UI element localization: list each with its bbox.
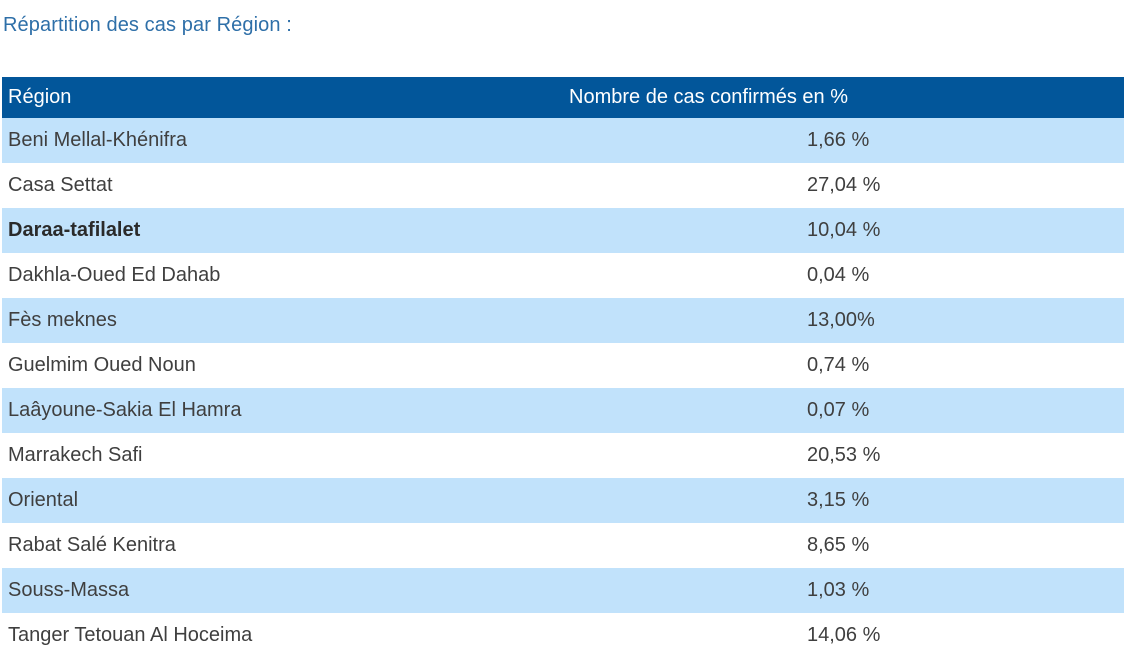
table-row: Beni Mellal-Khénifra 1,66 % <box>2 118 1124 163</box>
percentage-cell: 13,00% <box>807 309 875 331</box>
region-name-cell: Souss-Massa <box>8 579 130 601</box>
cases-by-region-table: Région Nombre de cas confirmés en % Beni… <box>2 77 1124 658</box>
percentage-cell: 0,07 % <box>807 399 870 421</box>
region-name-cell: Beni Mellal-Khénifra <box>8 129 187 151</box>
region-name-cell: Casa Settat <box>8 174 113 196</box>
percentage-cell: 27,04 % <box>807 174 881 196</box>
table-row: Dakhla-Oued Ed Dahab 0,04 % <box>2 253 1124 298</box>
percentage-cell: 1,03 % <box>807 579 870 601</box>
table-row: Casa Settat 27,04 % <box>2 163 1124 208</box>
region-name-cell: Oriental <box>8 489 79 511</box>
percentage-cell: 8,65 % <box>807 534 870 556</box>
percentage-cell: 0,74 % <box>807 354 870 376</box>
table-row: Marrakech Safi 20,53 % <box>2 433 1124 478</box>
region-name-cell: Marrakech Safi <box>8 444 143 466</box>
table-row: Souss-Massa 1,03 % <box>2 568 1124 613</box>
table-row: Laâyoune-Sakia El Hamra 0,07 % <box>2 388 1124 433</box>
percentage-cell: 0,04 % <box>807 264 870 286</box>
column-header-percentage: Nombre de cas confirmés en % <box>569 86 849 108</box>
column-header-region: Région <box>8 86 72 108</box>
section-caption: Répartition des cas par Région : <box>3 14 292 36</box>
percentage-cell: 14,06 % <box>807 624 881 646</box>
percentage-cell: 10,04 % <box>807 219 881 241</box>
table-row: Daraa-tafilalet 10,04 % <box>2 208 1124 253</box>
table-row: Oriental 3,15 % <box>2 478 1124 523</box>
table-header-row: Région Nombre de cas confirmés en % <box>2 77 1124 118</box>
table-row: Fès meknes 13,00% <box>2 298 1124 343</box>
table-row: Guelmim Oued Noun 0,74 % <box>2 343 1124 388</box>
percentage-cell: 20,53 % <box>807 444 881 466</box>
region-name-cell: Daraa-tafilalet <box>8 219 141 241</box>
table-row: Rabat Salé Kenitra 8,65 % <box>2 523 1124 568</box>
region-name-cell: Laâyoune-Sakia El Hamra <box>8 399 242 421</box>
percentage-cell: 1,66 % <box>807 129 870 151</box>
region-name-cell: Tanger Tetouan Al Hoceima <box>8 624 253 646</box>
percentage-cell: 3,15 % <box>807 489 870 511</box>
region-name-cell: Fès meknes <box>8 309 117 331</box>
region-name-cell: Guelmim Oued Noun <box>8 354 196 376</box>
region-name-cell: Dakhla-Oued Ed Dahab <box>8 264 221 286</box>
region-name-cell: Rabat Salé Kenitra <box>8 534 176 556</box>
table-row: Tanger Tetouan Al Hoceima 14,06 % <box>2 613 1124 658</box>
